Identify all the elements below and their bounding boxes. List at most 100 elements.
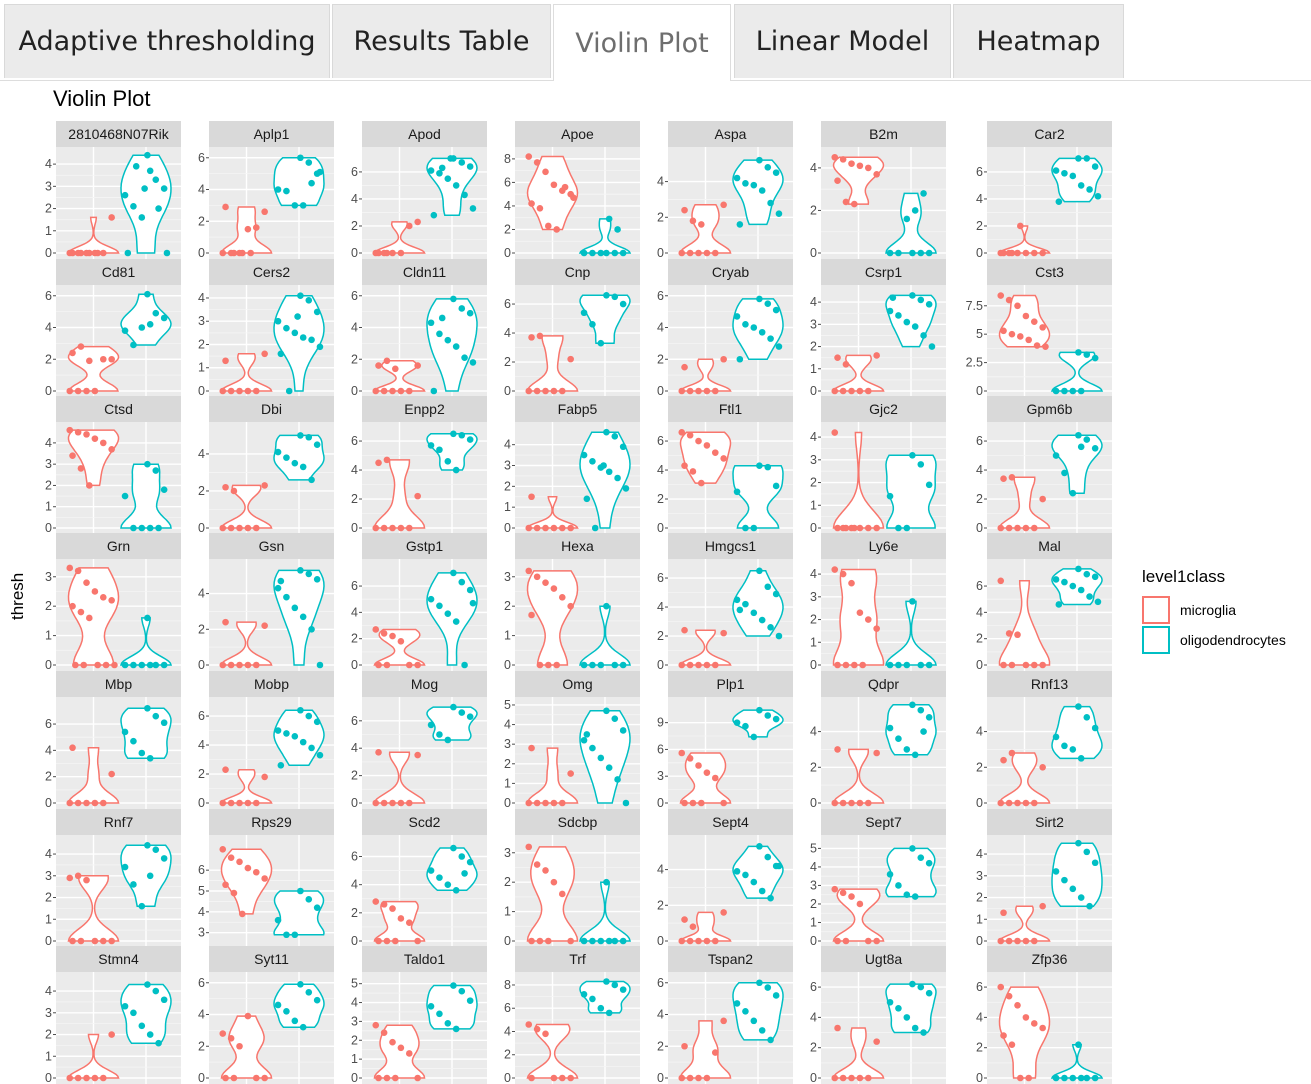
- point-microglia: [414, 218, 421, 226]
- point-oligodendrocytes: [750, 524, 758, 532]
- point-microglia: [856, 162, 864, 170]
- y-tick-label: 2: [657, 629, 664, 643]
- point-oligodendrocytes: [277, 762, 285, 769]
- facet-panel: Mal 0 2 4 6: [976, 533, 1112, 672]
- point-oligodendrocytes: [756, 156, 763, 164]
- y-tick-label: 5: [976, 327, 983, 341]
- point-oligodendrocytes: [138, 524, 146, 532]
- point-microglia: [1025, 1074, 1032, 1082]
- y-tick-label: 2: [810, 760, 817, 774]
- facet-strip-label: Gjc2: [869, 401, 898, 417]
- point-oligodendrocytes: [138, 661, 146, 669]
- point-microglia: [567, 770, 574, 777]
- point-oligodendrocytes: [886, 307, 894, 315]
- point-oligodendrocytes: [756, 295, 763, 303]
- violin-oligodendrocytes: [1051, 842, 1103, 907]
- point-microglia: [1000, 327, 1007, 335]
- y-tick-label: 0: [45, 1071, 52, 1084]
- point-oligodendrocytes: [733, 868, 741, 875]
- y-tick-label: 5: [198, 884, 205, 898]
- point-oligodendrocytes: [619, 443, 627, 451]
- y-tick-label: 2: [504, 757, 511, 771]
- point-oligodendrocytes: [928, 343, 936, 350]
- point-oligodendrocytes: [427, 319, 435, 327]
- y-tick-label: 6: [657, 571, 664, 585]
- point-oligodendrocytes: [597, 1004, 605, 1012]
- point-oligodendrocytes: [619, 986, 627, 993]
- tab-violin-plot[interactable]: Violin Plot: [553, 4, 731, 81]
- y-tick-label: 2: [45, 478, 52, 492]
- point-oligodendrocytes: [427, 595, 435, 603]
- y-tick-label: 4: [976, 463, 983, 477]
- point-oligodendrocytes: [299, 1023, 307, 1031]
- point-microglia: [239, 249, 246, 257]
- point-microglia: [405, 524, 413, 532]
- point-oligodendrocytes: [146, 167, 154, 175]
- y-tick-label: 1: [198, 361, 205, 375]
- point-oligodendrocytes: [589, 937, 596, 945]
- violin-oligodendrocytes: [579, 881, 631, 942]
- point-microglia: [91, 588, 99, 595]
- point-oligodendrocytes: [458, 853, 466, 860]
- point-oligodendrocytes: [591, 524, 599, 532]
- point-microglia: [1039, 249, 1046, 257]
- facet-strip-label: Rps29: [251, 814, 292, 830]
- point-oligodendrocytes: [297, 154, 304, 162]
- tab-linear-model[interactable]: Linear Model: [734, 4, 951, 78]
- y-tick-label: 4: [45, 321, 52, 335]
- violin-oligodendrocytes: [885, 847, 937, 898]
- facet-panel: Cryab 0 2 4 6: [657, 259, 793, 398]
- point-oligodendrocytes: [619, 249, 627, 257]
- point-oligodendrocytes: [925, 301, 933, 308]
- y-tick-label: 0: [198, 1071, 205, 1084]
- point-oligodendrocytes: [121, 191, 129, 199]
- point-oligodendrocytes: [597, 937, 605, 945]
- point-oligodendrocytes: [1069, 172, 1077, 180]
- point-oligodendrocytes: [160, 185, 168, 192]
- point-microglia: [711, 249, 719, 257]
- point-microglia: [1039, 324, 1046, 331]
- point-oligodendrocytes: [1083, 436, 1091, 443]
- facet-strip: [987, 259, 1112, 285]
- tab-adaptive-thresholding[interactable]: Adaptive thresholding: [4, 4, 330, 78]
- legend-key-oligodendrocytes: [1142, 626, 1170, 654]
- point-microglia: [108, 1031, 115, 1038]
- point-oligodendrocytes: [1091, 573, 1099, 581]
- point-microglia: [414, 937, 421, 945]
- point-oligodendrocytes: [1052, 868, 1060, 875]
- point-oligodendrocytes: [925, 481, 933, 489]
- point-microglia: [681, 462, 688, 469]
- point-microglia: [66, 564, 74, 572]
- point-microglia: [389, 387, 396, 395]
- y-tick-label: 4: [45, 743, 52, 757]
- point-microglia: [392, 365, 399, 373]
- point-microglia: [222, 766, 229, 773]
- point-microglia: [864, 1074, 872, 1082]
- tab-heatmap[interactable]: Heatmap: [953, 4, 1124, 78]
- y-tick-label: 3: [45, 179, 52, 193]
- point-microglia: [222, 1074, 229, 1082]
- tab-results-table[interactable]: Results Table: [332, 4, 551, 78]
- point-microglia: [1022, 312, 1030, 320]
- point-oligodendrocytes: [1075, 155, 1082, 162]
- point-oligodendrocytes: [775, 210, 783, 218]
- point-oligodendrocytes: [160, 719, 168, 727]
- point-microglia: [99, 439, 107, 447]
- point-oligodendrocytes: [589, 321, 596, 328]
- point-microglia: [80, 661, 88, 669]
- facet-strip-label: Csrp1: [865, 264, 903, 280]
- violin-microglia: [220, 1015, 273, 1079]
- y-tick-label: 5: [351, 977, 358, 991]
- facet-panel: Plp1 0 3 6 9: [657, 671, 793, 810]
- point-oligodendrocytes: [297, 567, 304, 574]
- point-microglia: [405, 919, 413, 926]
- facet-strip-label: Syt11: [254, 951, 289, 967]
- point-microglia: [389, 632, 396, 640]
- y-tick-label: 0: [810, 384, 817, 398]
- panel-background: [668, 835, 793, 947]
- point-microglia: [66, 426, 74, 434]
- point-oligodendrocytes: [305, 297, 313, 304]
- violin-oligodendrocytes: [579, 980, 631, 1014]
- point-oligodendrocytes: [308, 336, 315, 344]
- y-tick-label: 3: [198, 926, 205, 940]
